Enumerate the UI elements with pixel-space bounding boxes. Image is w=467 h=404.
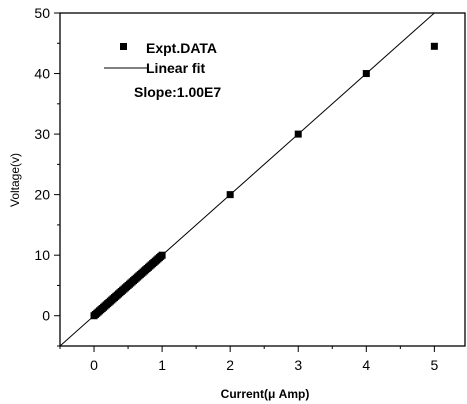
data-point (362, 70, 370, 78)
x-tick-label: 4 (362, 357, 370, 373)
slope-annotation: Slope:1.00E7 (134, 84, 221, 100)
x-axis-title: Current(μ Amp) (221, 387, 310, 401)
legend-marker-expt-data (120, 43, 127, 50)
y-tick-label: 20 (34, 187, 50, 203)
y-tick-label: 10 (34, 247, 50, 263)
y-tick-label: 0 (42, 308, 50, 324)
y-axis-title: Voltage(v) (8, 153, 22, 207)
plot-frame (59, 12, 466, 347)
x-tick-label: 1 (158, 357, 166, 373)
x-tick-label: 0 (90, 357, 98, 373)
data-point (158, 251, 166, 259)
data-point (226, 191, 234, 199)
legend-entry-linear-fit: Linear fit (146, 60, 205, 76)
y-tick-label: 30 (34, 126, 50, 142)
data-points (90, 42, 438, 320)
x-tick-label: 5 (430, 357, 438, 373)
x-tick-label: 3 (294, 357, 302, 373)
y-tick-label: 40 (34, 66, 50, 82)
legend-entry-expt-data: Expt.DATA (146, 40, 217, 56)
data-point (294, 130, 302, 138)
x-tick-label: 2 (226, 357, 234, 373)
data-point (430, 42, 438, 50)
legend: Expt.DATA Linear fit Slope:1.00E7 (104, 40, 221, 100)
y-tick-label: 50 (34, 5, 50, 21)
